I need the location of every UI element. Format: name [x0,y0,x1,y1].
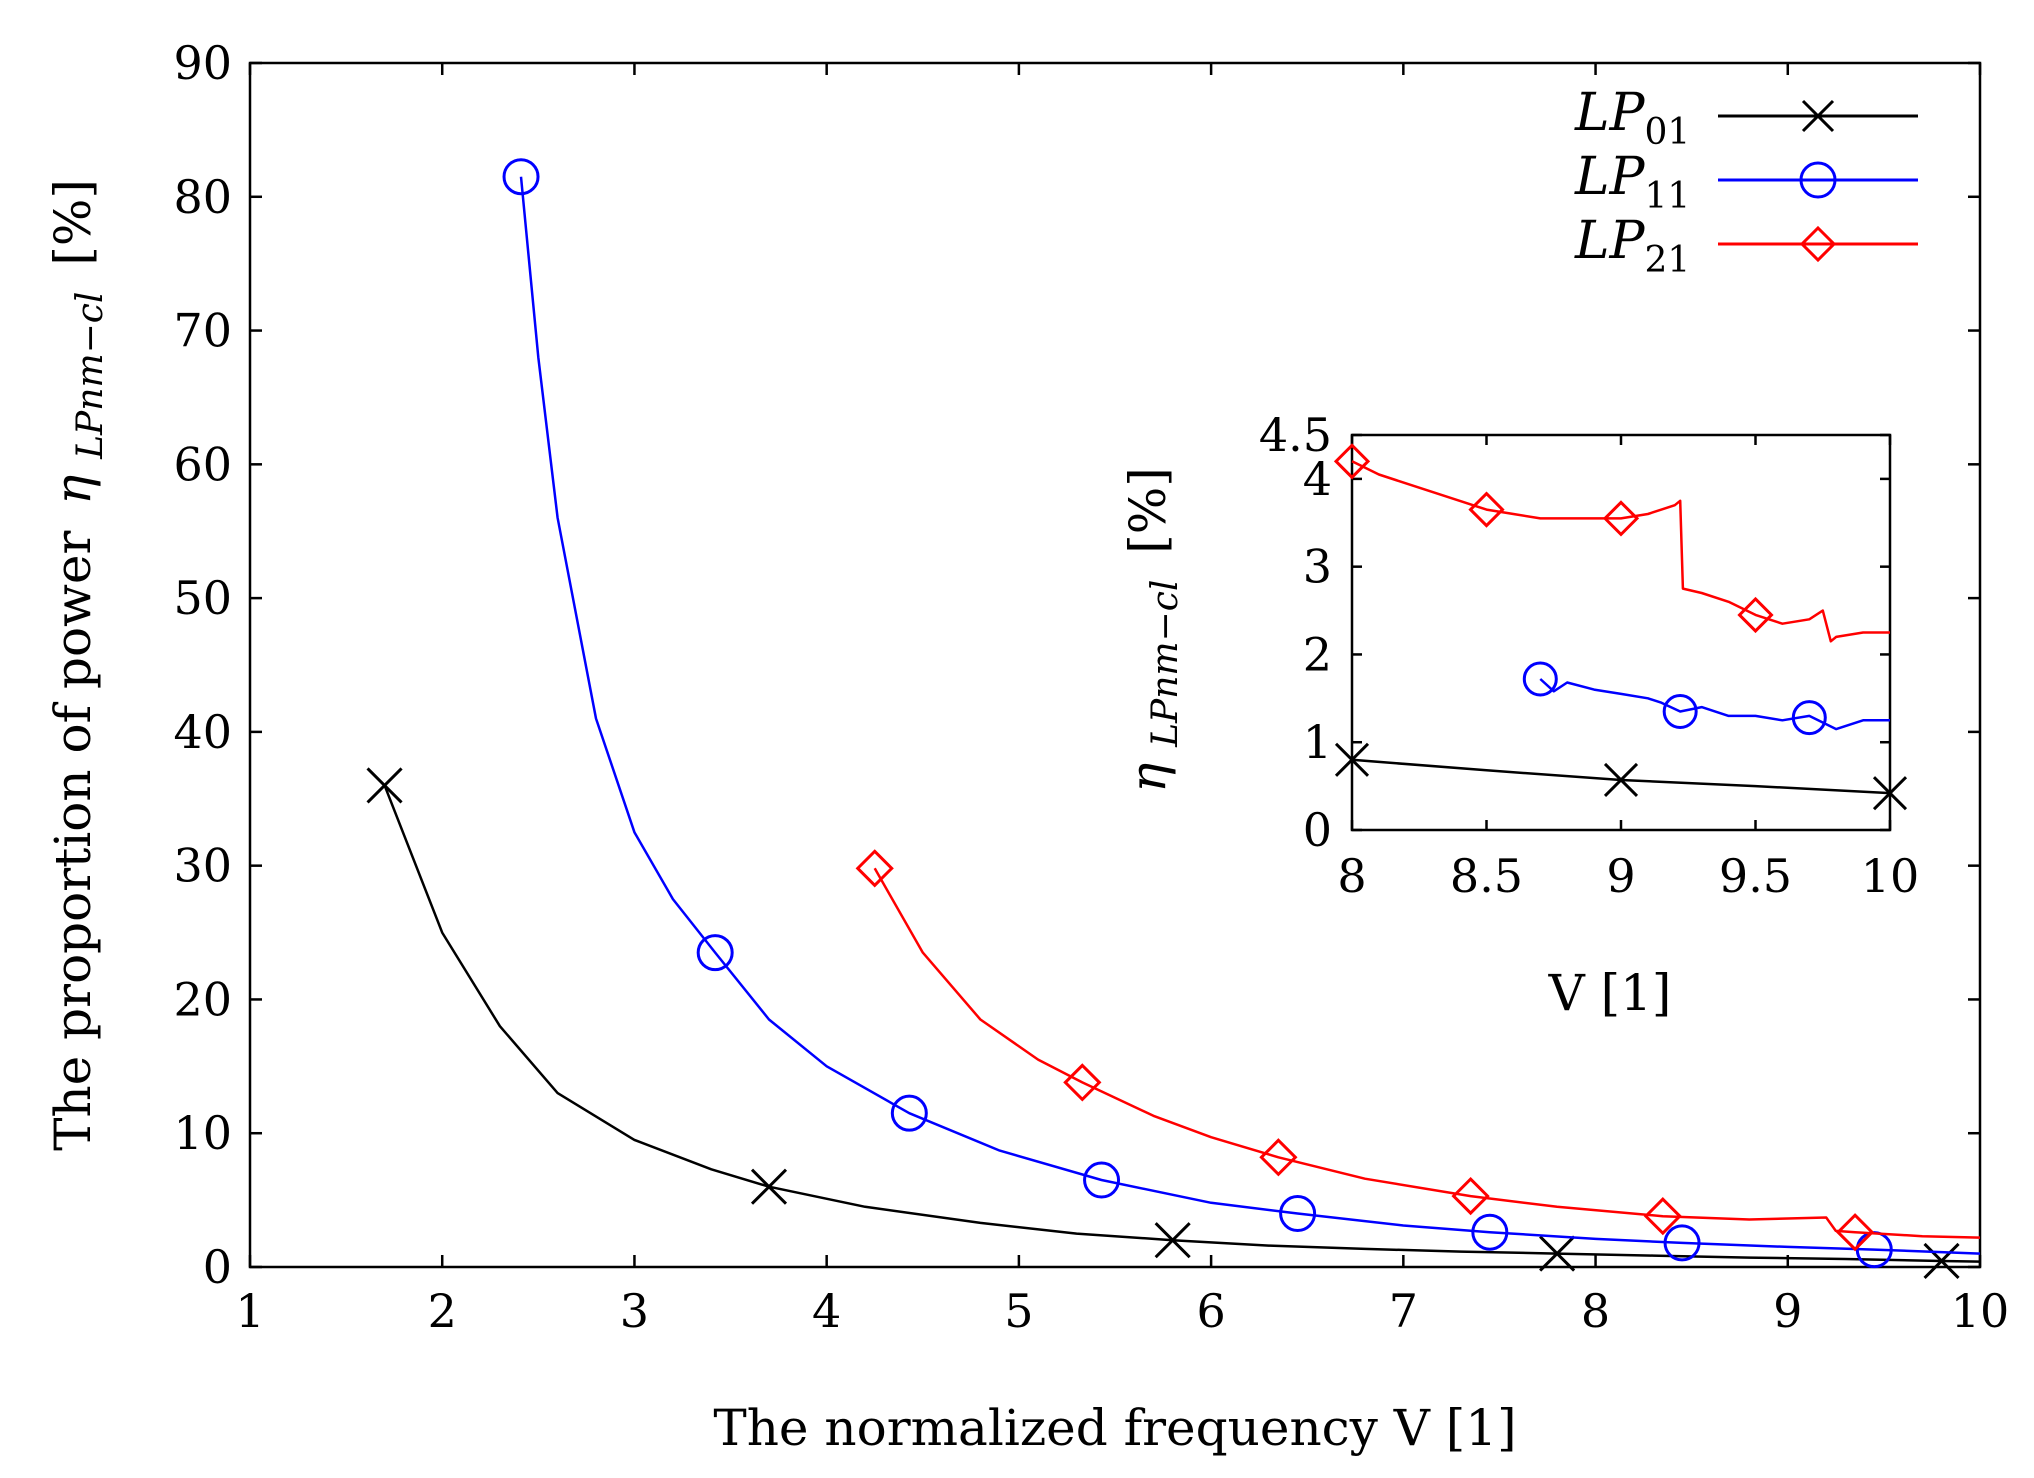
main-marker-lp21 [1063,1063,1102,1102]
main-y-tick-label: 0 [203,1240,232,1294]
main-marker-lp21 [855,849,894,888]
inset-background [1352,435,1890,830]
inset-x-tick-label: 9 [1606,849,1635,903]
main-x-tick-label: 1 [235,1284,264,1338]
main-marker-lp11 [890,1094,928,1132]
inset-marker-lp01 [1603,762,1639,798]
inset-line-lp11 [1539,678,1890,731]
main-line-lp11 [519,176,1981,1255]
main-y-tick-label: 60 [173,437,232,491]
inset-y-tick-label: 4.5 [1259,408,1332,462]
legend-label-lp11: LP11 [1574,147,1690,217]
main-line-lp01 [383,784,1981,1263]
inset-marker-lp21 [1602,500,1640,537]
main-y-axis-unit: [%] [44,179,102,266]
main-marker-lp01 [1539,1235,1576,1272]
main-x-tick-label: 8 [1581,1284,1610,1338]
main-x-tick-label: 6 [1196,1284,1225,1338]
inset-y-axis-title: η LPnm−cl [%] [1119,467,1189,793]
main-x-tick-label: 3 [620,1284,649,1338]
inset-marker-lp11 [1791,700,1827,736]
legend-item-lp01: LP01 [1574,83,1918,153]
inset-x-tick-label: 9.5 [1719,849,1792,903]
main-y-tick-label: 50 [173,571,232,625]
inset-x-tick-label: 10 [1861,849,1920,903]
main-marker-lp11 [1279,1194,1317,1232]
inset-marker-lp01 [1334,742,1370,777]
inset-y-tick-label: 1 [1303,715,1332,769]
main-y-tick-label: 70 [173,304,232,358]
main-x-tick-label: 10 [1951,1284,2010,1338]
legend-item-lp11: LP11 [1574,147,1918,217]
main-marker-lp01 [366,767,403,804]
legend-label-lp01: LP01 [1574,83,1690,153]
main-y-axis-title-prefix: The proportion of power [44,531,102,1151]
inset-x-axis-title: V [1] [1548,964,1672,1022]
main-series [366,158,1981,1280]
legend-marker-lp21 [1799,225,1837,263]
inset-marker-lp21 [1333,443,1371,480]
inset-y-tick-label: 3 [1303,540,1332,594]
inset-y-axis-symbol: η [1119,763,1177,793]
legend-item-lp21: LP21 [1574,211,1918,281]
legend-label-lp21: LP21 [1574,211,1690,281]
inset-marker-lp01 [1872,776,1908,811]
main-marker-lp21 [1259,1138,1298,1177]
inset-y-tick-label: 2 [1303,627,1332,681]
main-marker-lp01 [1923,1242,1960,1280]
main-y-axis-symbol: η [44,475,102,505]
main-marker-lp01 [750,1168,788,1205]
inset-x-tick-label: 8.5 [1450,849,1523,903]
inset-y-axis-subscript: LPnm−cl [1145,580,1186,748]
inset-y-axis-unit: [%] [1119,467,1177,554]
inset-y-tick-label: 0 [1303,803,1332,857]
main-y-tick-label: 80 [173,170,232,224]
inset-line-lp21 [1351,460,1890,643]
legend-marker-lp01 [1801,99,1835,133]
inset-marker-lp11 [1522,661,1558,697]
inset-marker-lp11 [1662,694,1698,729]
svg-text:η LPnm−cl [%]: η LPnm−cl [%] [1119,467,1189,793]
main-x-tick-label: 5 [1004,1284,1033,1338]
inset-marker-lp21 [1737,596,1774,634]
main-x-tick-label: 9 [1773,1284,1802,1338]
inset-y-tick-label: 4 [1303,452,1332,506]
main-y-axis-title: The proportion of power η LPnm−cl [%] [44,179,114,1151]
main-marker-lp21 [1451,1176,1490,1216]
main-y-tick-label: 30 [173,839,232,893]
main-x-tick-label: 7 [1389,1284,1418,1338]
inset-series [1333,443,1908,811]
main-marker-lp11 [502,158,540,196]
inset-marker-lp21 [1468,491,1505,528]
main-marker-lp11 [1471,1213,1509,1251]
inset-x-tick-label: 8 [1337,849,1366,903]
main-y-tick-label: 10 [173,1106,232,1160]
main-line-lp21 [873,867,1981,1239]
main-x-tick-label: 4 [812,1284,841,1338]
main-y-tick-label: 20 [173,972,232,1026]
main-y-tick-label: 90 [173,36,232,90]
main-x-tick-label: 2 [428,1284,457,1338]
main-marker-lp01 [1154,1222,1191,1259]
main-marker-lp21 [1643,1197,1682,1236]
main-x-axis-title: The normalized frequency V [1] [713,1399,1516,1457]
legend: LP01 LP11 LP21 [1574,83,1918,281]
svg-text:The proportion of power: The proportion of power η LPnm−cl [%] [44,179,114,1151]
main-marker-lp21 [1835,1213,1875,1252]
inset-ticks: 8 8.5 9 9.5 10 0 1 2 3 44.5 [1259,408,1919,903]
main-marker-lp11 [1663,1224,1701,1262]
main-y-tick-label: 40 [173,705,232,759]
main-plot-frame [248,61,1982,1269]
main-y-axis-subscript: LPnm−cl [70,292,111,460]
main-marker-lp11 [696,934,734,972]
main-marker-lp11 [1083,1161,1121,1199]
legend-marker-lp11 [1799,161,1837,199]
